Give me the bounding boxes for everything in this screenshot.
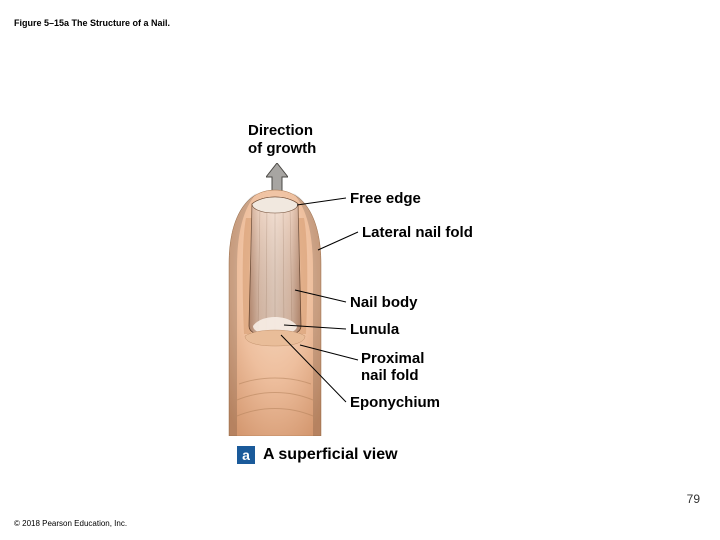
- copyright: © 2018 Pearson Education, Inc.: [14, 519, 127, 528]
- label-proximal-nail-fold: Proximal nail fold: [361, 350, 424, 385]
- caption: a A superficial view: [237, 446, 398, 464]
- label-free-edge: Free edge: [350, 190, 421, 207]
- caption-letter-box: a: [237, 446, 255, 464]
- page-number: 79: [687, 492, 700, 506]
- label-lateral-nail-fold: Lateral nail fold: [362, 224, 473, 241]
- caption-text: A superficial view: [263, 446, 398, 464]
- label-lunula: Lunula: [350, 321, 399, 338]
- label-nail-body: Nail body: [350, 294, 418, 311]
- label-proximal-l2: nail fold: [361, 367, 419, 384]
- label-proximal-l1: Proximal: [361, 350, 424, 367]
- label-eponychium: Eponychium: [350, 394, 440, 411]
